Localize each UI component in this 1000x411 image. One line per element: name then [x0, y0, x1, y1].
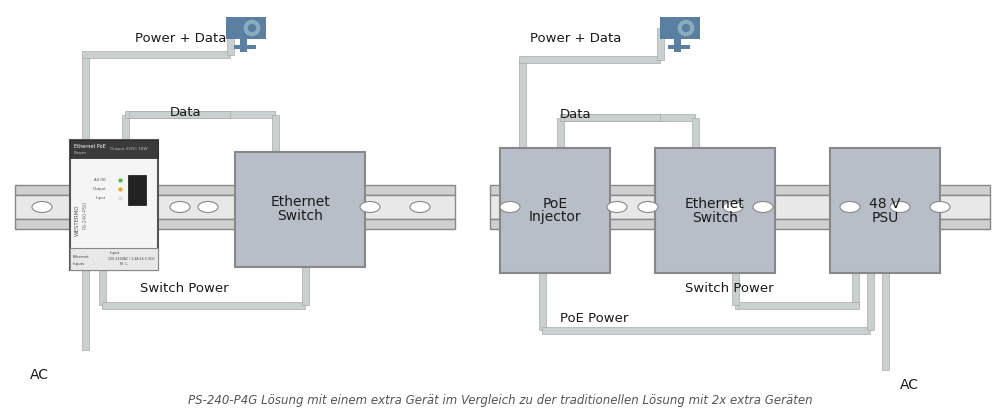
- Text: PoE: PoE: [542, 196, 568, 210]
- Text: Input: Input: [96, 196, 106, 200]
- Circle shape: [248, 24, 256, 32]
- Bar: [660, 17, 700, 39]
- Bar: [556, 118, 564, 273]
- Bar: [668, 45, 690, 49]
- Bar: [70, 248, 158, 270]
- Text: N  L: N L: [120, 262, 128, 266]
- Text: 100-240VAC / 1.4A-16.5 VDC: 100-240VAC / 1.4A-16.5 VDC: [108, 257, 155, 261]
- Text: Ethernet: Ethernet: [270, 196, 330, 210]
- Ellipse shape: [723, 201, 743, 212]
- Bar: [272, 115, 278, 152]
- Bar: [852, 273, 858, 305]
- Text: PoE Power: PoE Power: [560, 312, 628, 325]
- Bar: [538, 273, 546, 330]
- Text: Switch Power: Switch Power: [685, 282, 774, 295]
- Ellipse shape: [32, 201, 52, 212]
- Text: Switch: Switch: [692, 210, 738, 224]
- Ellipse shape: [198, 201, 218, 212]
- Text: 48 V: 48 V: [869, 196, 901, 210]
- Bar: [564, 115, 660, 122]
- Bar: [732, 273, 738, 305]
- Bar: [542, 326, 870, 333]
- Bar: [490, 185, 990, 195]
- Ellipse shape: [360, 201, 380, 212]
- Text: Input: Input: [110, 251, 120, 255]
- Bar: [226, 17, 266, 39]
- Bar: [70, 140, 158, 158]
- Text: Power: Power: [74, 151, 87, 155]
- Text: WESTERMO: WESTERMO: [74, 204, 80, 236]
- Bar: [490, 219, 990, 229]
- Ellipse shape: [638, 201, 658, 212]
- Bar: [500, 148, 610, 273]
- Bar: [82, 55, 88, 270]
- Text: Injector: Injector: [529, 210, 581, 224]
- Bar: [735, 302, 858, 309]
- Bar: [15, 185, 455, 195]
- Ellipse shape: [607, 201, 627, 212]
- Bar: [518, 60, 526, 273]
- Bar: [655, 148, 775, 273]
- Bar: [128, 111, 230, 118]
- Bar: [98, 270, 106, 305]
- Circle shape: [682, 24, 690, 32]
- Text: Data: Data: [560, 109, 592, 122]
- Text: Switch Power: Switch Power: [140, 282, 229, 295]
- Ellipse shape: [410, 201, 430, 212]
- Text: Power + Data: Power + Data: [530, 32, 621, 44]
- Bar: [490, 195, 990, 219]
- Text: Output: Output: [92, 187, 106, 191]
- Text: AC: AC: [30, 368, 49, 382]
- Circle shape: [244, 20, 260, 36]
- Bar: [128, 175, 146, 205]
- Text: PSU: PSU: [871, 210, 899, 224]
- Bar: [226, 28, 234, 55]
- Bar: [302, 267, 308, 305]
- Bar: [122, 115, 128, 270]
- Text: Inputs: Inputs: [73, 262, 85, 266]
- Text: Output 5VDC 18W: Output 5VDC 18W: [110, 147, 148, 151]
- Text: AC: AC: [900, 378, 919, 392]
- Text: All OK: All OK: [94, 178, 106, 182]
- Bar: [125, 111, 275, 118]
- Bar: [82, 270, 88, 350]
- Bar: [234, 45, 256, 49]
- Ellipse shape: [500, 201, 520, 212]
- Ellipse shape: [170, 201, 190, 212]
- Bar: [656, 28, 664, 60]
- Bar: [102, 302, 305, 309]
- Bar: [15, 195, 455, 219]
- Ellipse shape: [753, 201, 773, 212]
- Text: Ethernet: Ethernet: [685, 196, 745, 210]
- Text: Data: Data: [170, 106, 202, 118]
- Bar: [560, 115, 695, 122]
- Text: Switch: Switch: [277, 210, 323, 224]
- Bar: [240, 39, 247, 52]
- Bar: [15, 219, 455, 229]
- Bar: [882, 273, 889, 370]
- Text: Power + Data: Power + Data: [135, 32, 226, 44]
- Bar: [235, 152, 365, 267]
- Ellipse shape: [890, 201, 910, 212]
- Text: Ethernet PoE: Ethernet PoE: [74, 143, 106, 148]
- Circle shape: [678, 20, 694, 36]
- Bar: [830, 148, 940, 273]
- Bar: [82, 51, 230, 58]
- Text: Ethernet: Ethernet: [73, 255, 90, 259]
- Bar: [692, 118, 698, 148]
- Ellipse shape: [930, 201, 950, 212]
- Bar: [70, 140, 158, 270]
- Bar: [674, 39, 681, 52]
- Text: PS-240-PSU: PS-240-PSU: [82, 201, 88, 229]
- Text: PS-240-P4G Lösung mit einem extra Gerät im Vergleich zu der traditionellen Lösun: PS-240-P4G Lösung mit einem extra Gerät …: [188, 393, 812, 406]
- Bar: [518, 56, 660, 64]
- Ellipse shape: [840, 201, 860, 212]
- Bar: [866, 273, 874, 330]
